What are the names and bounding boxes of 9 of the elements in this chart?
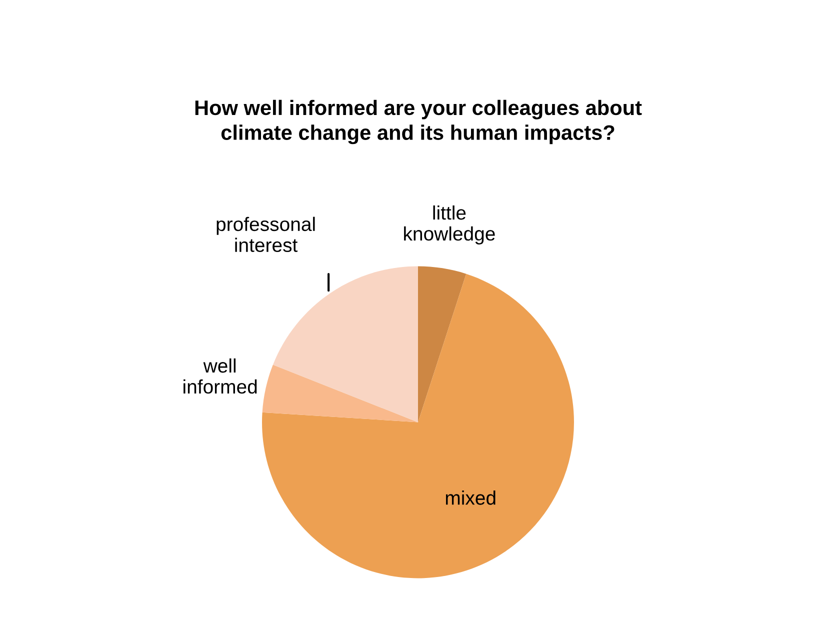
- slice-label: professonal interest: [216, 216, 315, 252]
- pie-slice: [262, 274, 574, 578]
- pie-slice: [272, 266, 418, 422]
- slice-label: mixed: [446, 490, 496, 505]
- slice-label: well informed: [184, 358, 257, 394]
- pie-slice: [418, 266, 466, 422]
- slice-label: little knowledge: [404, 205, 495, 245]
- chart-title: How well informed are your colleagues about climate change and its human impacts?: [195, 100, 642, 144]
- pie-slice: [262, 364, 418, 422]
